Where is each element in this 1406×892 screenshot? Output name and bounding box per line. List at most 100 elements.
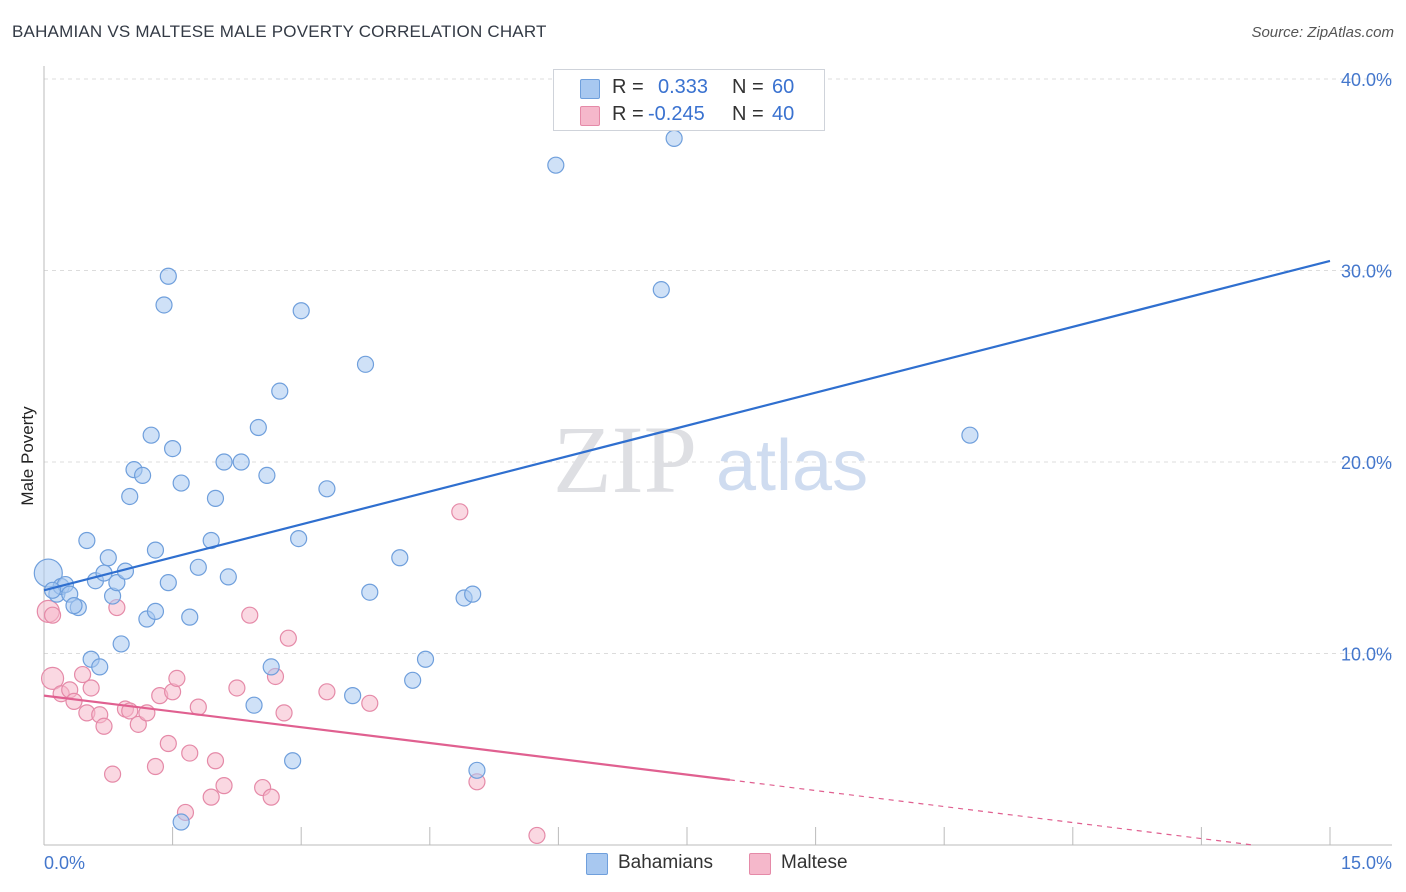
bahamians-point xyxy=(271,382,289,400)
bahamians-point xyxy=(172,474,190,492)
watermark-atlas: atlas xyxy=(716,426,868,506)
x-tick-label: 15.0% xyxy=(1341,853,1392,873)
bahamians-point xyxy=(206,489,225,507)
legend-n-label: N = xyxy=(732,103,764,125)
bahamians-point xyxy=(284,752,302,770)
bahamians-point xyxy=(112,635,130,653)
chart-title: BAHAMIAN VS MALTESE MALE POVERTY CORRELA… xyxy=(12,22,547,41)
bahamians-point xyxy=(121,487,139,506)
bahamians-point xyxy=(181,608,199,626)
bahamians-point xyxy=(416,650,435,668)
bahamians-point xyxy=(249,418,267,437)
legend-n-value: 40 xyxy=(772,103,795,125)
bahamians-point xyxy=(665,129,683,147)
bahamians-point xyxy=(547,156,565,174)
watermark-zip: ZIP xyxy=(553,406,697,513)
bahamians-point xyxy=(146,602,165,620)
bahamians-point xyxy=(133,466,152,485)
maltese-point xyxy=(361,694,379,712)
y-tick-label: 20.0% xyxy=(1341,453,1392,473)
bahamians-point xyxy=(99,549,117,567)
maltese-point xyxy=(95,717,113,735)
bahamians-point xyxy=(290,529,308,548)
bahamians-point xyxy=(464,585,482,603)
bahamians-trend-line xyxy=(43,259,1331,592)
maltese-point xyxy=(262,788,280,806)
y-tick-label: 30.0% xyxy=(1341,262,1392,282)
bahamians-point xyxy=(232,453,250,471)
maltese-point xyxy=(202,788,220,806)
maltese-point xyxy=(189,698,207,716)
bahamians-point xyxy=(65,597,83,615)
bahamians-point xyxy=(652,281,670,299)
axes xyxy=(43,66,1392,846)
legend-swatch-maltese xyxy=(580,106,600,126)
watermark: ZIP atlas xyxy=(553,406,868,513)
maltese-point xyxy=(228,679,246,697)
maltese-point xyxy=(206,752,225,770)
bahamians-point xyxy=(78,531,96,550)
grid-lines xyxy=(44,78,1392,654)
bahamians-point xyxy=(404,671,422,689)
bahamians-point xyxy=(318,480,336,498)
maltese-point xyxy=(318,683,336,701)
legend-r-label: R = xyxy=(612,103,644,125)
maltese-point xyxy=(451,503,469,521)
bahamians-point xyxy=(215,453,233,471)
maltese-point xyxy=(129,715,147,733)
bahamians-point xyxy=(155,296,173,314)
source-label: Source: ZipAtlas.com xyxy=(1251,24,1394,41)
maltese-trend-extension xyxy=(729,779,1254,846)
bahamians-point xyxy=(164,439,182,458)
bahamians-point xyxy=(108,574,126,592)
bahamians-point xyxy=(356,355,375,373)
bahamians-point xyxy=(91,658,109,676)
legend-swatch-bahamians xyxy=(580,79,600,99)
x-tick-label: 0.0% xyxy=(44,853,85,873)
maltese-point xyxy=(275,704,293,722)
maltese-point xyxy=(43,606,62,624)
bahamians-point xyxy=(258,466,276,485)
maltese-point xyxy=(40,666,65,690)
maltese-point xyxy=(181,744,199,762)
maltese-point xyxy=(65,692,83,710)
trend-lines xyxy=(43,259,1331,846)
maltese-point xyxy=(73,665,92,684)
legend-r-value: 0.333 xyxy=(658,76,709,98)
bahamians-point xyxy=(262,658,280,676)
maltese-point xyxy=(241,606,259,624)
data-points xyxy=(33,129,979,845)
bahamians-point xyxy=(961,426,979,444)
bahamians-point xyxy=(189,558,207,576)
y-tick-label: 40.0% xyxy=(1341,70,1392,90)
bottom-legend-label-bahamians: Bahamians xyxy=(618,852,714,873)
bahamians-point xyxy=(159,574,177,592)
y-axis-label: Male Poverty xyxy=(18,406,37,506)
maltese-point xyxy=(146,757,165,776)
legend-r-value: -0.245 xyxy=(648,103,705,125)
bahamians-point xyxy=(146,541,165,559)
bahamians-point xyxy=(245,696,263,714)
legend-n-value: 60 xyxy=(772,76,795,98)
maltese-point xyxy=(159,734,177,753)
maltese-point xyxy=(215,777,233,795)
legend-r-label: R = xyxy=(612,76,644,98)
bahamians-point xyxy=(361,583,379,601)
bottom-legend-label-maltese: Maltese xyxy=(781,852,848,873)
maltese-point xyxy=(103,765,122,783)
bahamians-point xyxy=(292,302,310,320)
bahamians-point xyxy=(159,267,177,285)
bahamians-point xyxy=(468,761,486,779)
bahamians-point xyxy=(344,687,362,705)
bahamians-point xyxy=(391,549,409,567)
maltese-point xyxy=(528,826,546,845)
bottom-legend-swatch-maltese xyxy=(749,853,771,875)
legend-n-label: N = xyxy=(732,76,764,98)
legend: R = 0.333 N = 60 R = -0.245 N = 40 xyxy=(553,69,825,131)
bahamians-point xyxy=(219,568,237,586)
maltese-point xyxy=(168,669,186,687)
y-tick-label: 10.0% xyxy=(1341,645,1392,665)
bahamians-point xyxy=(172,813,190,831)
maltese-trend-line xyxy=(43,694,731,781)
